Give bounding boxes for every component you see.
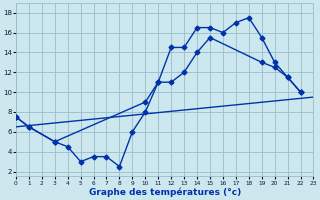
X-axis label: Graphe des températures (°c): Graphe des températures (°c) [89,188,241,197]
